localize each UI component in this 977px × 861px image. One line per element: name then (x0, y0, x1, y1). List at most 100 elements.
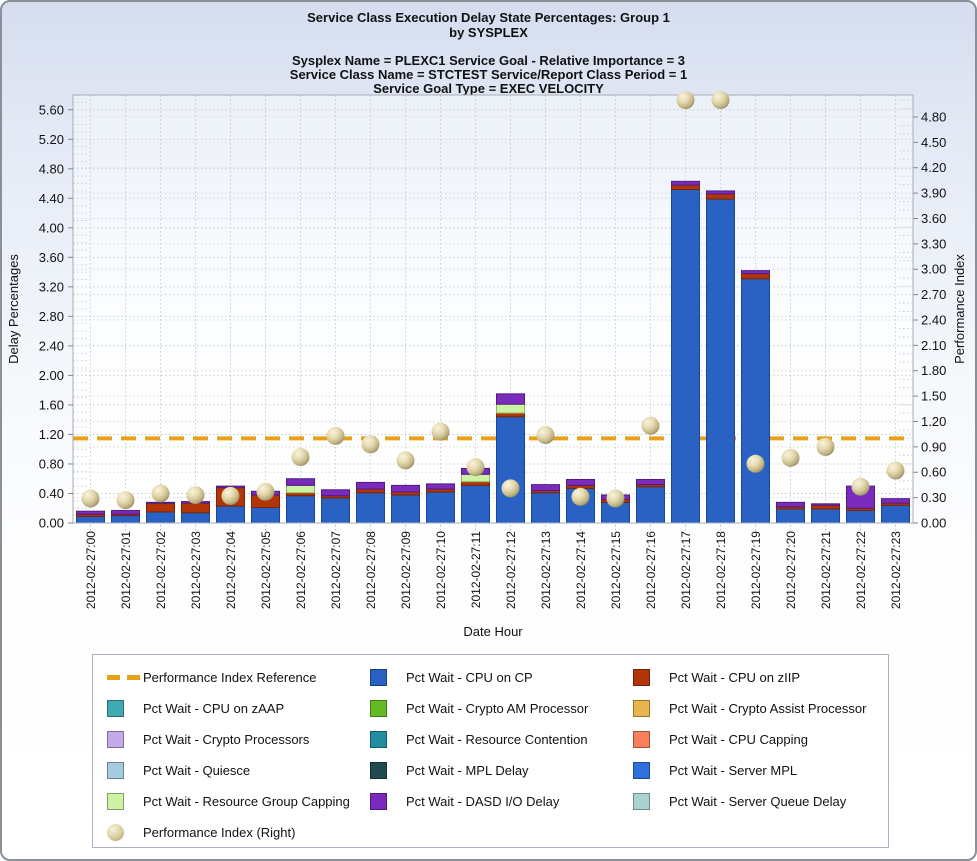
performance-index-marker (431, 422, 450, 441)
left-axis-tick-label: 1.60 (39, 397, 64, 412)
right-axis-tick-label: 4.80 (921, 109, 946, 124)
x-axis-tick-label: 2012-02-27:13 (539, 531, 553, 609)
series-color-swatch (107, 730, 124, 748)
plot-background (73, 95, 913, 523)
chart-subtitle-line3: Service Goal Type = EXEC VELOCITY (373, 81, 604, 96)
performance-index-marker (816, 437, 835, 456)
performance-index-marker (186, 486, 205, 505)
legend-item-label: Pct Wait - Crypto Processors (143, 731, 310, 747)
bar-segment (286, 484, 315, 494)
x-axis-tick-label: 2012-02-27:08 (364, 531, 378, 609)
legend-item: Pct Wait - Crypto Processors (107, 729, 309, 749)
legend-swatch-wrap (107, 699, 143, 717)
bar-segment (461, 484, 490, 524)
series-color-swatch (633, 761, 650, 779)
right-axis-tick-label: 2.10 (921, 338, 946, 353)
legend-item-label: Performance Index Reference (143, 669, 317, 685)
performance-index-marker (781, 448, 800, 467)
bar-segment (881, 504, 910, 524)
series-color-swatch (633, 730, 650, 748)
right-axis-tick-label: 1.80 (921, 363, 946, 378)
performance-index-marker (361, 435, 380, 454)
bar-segment (321, 497, 350, 524)
bar-segment (776, 508, 805, 524)
series-color-swatch (370, 668, 387, 686)
series-color-swatch (633, 668, 650, 686)
bar-segment (496, 412, 525, 418)
legend-item-label: Pct Wait - CPU on zAAP (143, 700, 285, 716)
legend-item: Performance Index (Right) (107, 822, 295, 842)
x-axis-tick-label: 2012-02-27:23 (889, 531, 903, 609)
legend-swatch-wrap (370, 668, 406, 686)
left-axis-tick-label: 5.60 (39, 102, 64, 117)
right-axis-tick-label: 1.20 (921, 414, 946, 429)
bar-segment (741, 273, 770, 280)
series-color-swatch (107, 761, 124, 779)
legend-item-label: Pct Wait - Resource Group Capping (143, 793, 350, 809)
bar-segment (636, 486, 665, 524)
right-axis-tick-label: 2.70 (921, 287, 946, 302)
left-axis-tick-label: 0.00 (39, 516, 64, 531)
right-axis-tick-label: 1.50 (921, 389, 946, 404)
bar-segment (76, 510, 105, 515)
x-axis-title: Date Hour (463, 624, 523, 639)
series-color-swatch (107, 792, 124, 810)
legend-swatch-wrap (107, 674, 143, 680)
performance-index-marker (571, 487, 590, 506)
chart-title-line2: by SYSPLEX (449, 25, 528, 40)
bar-segment (496, 416, 525, 524)
x-axis-tick-label: 2012-02-27:07 (329, 531, 343, 609)
right-axis-tick-label: 2.40 (921, 312, 946, 327)
performance-index-marker (536, 426, 555, 445)
bar-segment (496, 403, 525, 414)
right-axis-tick-label: 4.20 (921, 160, 946, 175)
bar-segment (741, 278, 770, 524)
bar-segment (356, 492, 385, 524)
performance-index-marker (711, 91, 730, 110)
legend-swatch-wrap (633, 761, 669, 779)
series-color-swatch (633, 699, 650, 717)
legend-swatch-wrap (107, 823, 143, 841)
bar-segment (181, 502, 210, 514)
performance-index-marker (466, 458, 485, 477)
legend-item-label: Pct Wait - Crypto AM Processor (406, 700, 589, 716)
right-axis-tick-label: 3.60 (921, 211, 946, 226)
legend-swatch-wrap (370, 761, 406, 779)
reference-line-icon (107, 674, 140, 680)
legend-item-label: Pct Wait - CPU Capping (669, 731, 808, 747)
bar-segment (111, 515, 140, 524)
legend-swatch-wrap (633, 668, 669, 686)
performance-index-marker (641, 416, 660, 435)
legend-item: Pct Wait - Server MPL (633, 760, 797, 780)
left-axis-title: Delay Percentages (6, 254, 21, 364)
bar-segment (321, 489, 350, 497)
legend-swatch-wrap (633, 730, 669, 748)
x-axis-tick-label: 2012-02-27:10 (434, 531, 448, 609)
right-axis-title: Performance Index (952, 254, 967, 364)
bar-segment (531, 484, 560, 492)
right-axis-tick-label: 0.90 (921, 439, 946, 454)
legend-swatch-wrap (370, 792, 406, 810)
bar-segment (216, 505, 245, 524)
legend-item: Pct Wait - CPU Capping (633, 729, 808, 749)
bar-segment (566, 478, 595, 486)
performance-index-marker (396, 451, 415, 470)
bar-segment (461, 481, 490, 486)
legend-item: Pct Wait - Crypto AM Processor (370, 698, 588, 718)
legend-item: Pct Wait - CPU on zIIP (633, 667, 800, 687)
bar-segment (286, 495, 315, 524)
legend-item: Pct Wait - Resource Contention (370, 729, 588, 749)
performance-index-marker (81, 489, 100, 508)
bar-segment (741, 270, 770, 275)
legend-swatch-wrap (633, 792, 669, 810)
series-color-swatch (633, 792, 650, 810)
x-axis-tick-label: 2012-02-27:00 (84, 531, 98, 609)
performance-index-marker (221, 486, 240, 505)
bar-segment (251, 507, 280, 524)
legend-swatch-wrap (370, 730, 406, 748)
bar-segment (426, 483, 455, 490)
left-axis-tick-label: 0.40 (39, 486, 64, 501)
left-axis-tick-label: 3.20 (39, 279, 64, 294)
bar-segment (811, 504, 840, 510)
legend-item-label: Pct Wait - Quiesce (143, 762, 251, 778)
